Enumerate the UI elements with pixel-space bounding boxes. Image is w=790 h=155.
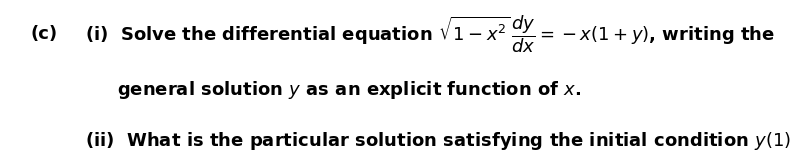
Text: (c): (c) (30, 25, 57, 43)
Text: (i)  Solve the differential equation $\sqrt{1-x^{2}}\,\dfrac{dy}{dx} = -x(1+y)$,: (i) Solve the differential equation $\sq… (85, 13, 776, 55)
Text: (ii)  What is the particular solution satisfying the initial condition $y(1) = 2: (ii) What is the particular solution sat… (85, 130, 790, 152)
Text: general solution $y$ as an explicit function of $x$.: general solution $y$ as an explicit func… (117, 79, 581, 101)
